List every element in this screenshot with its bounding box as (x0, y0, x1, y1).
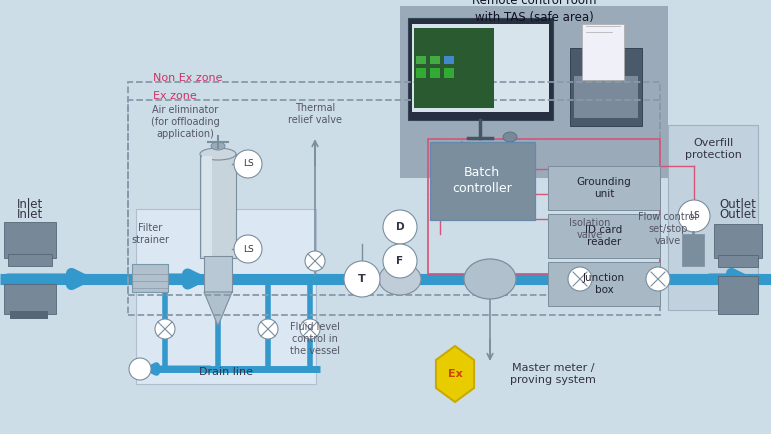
FancyBboxPatch shape (548, 214, 660, 258)
FancyBboxPatch shape (668, 125, 758, 310)
FancyBboxPatch shape (430, 68, 440, 78)
FancyBboxPatch shape (132, 264, 168, 292)
Text: T: T (358, 274, 366, 284)
FancyBboxPatch shape (416, 56, 426, 64)
FancyBboxPatch shape (416, 68, 426, 78)
Circle shape (568, 267, 592, 291)
Text: Outlet: Outlet (719, 207, 756, 220)
FancyBboxPatch shape (548, 262, 660, 306)
Text: LS: LS (243, 160, 254, 168)
FancyBboxPatch shape (444, 68, 454, 78)
FancyBboxPatch shape (582, 24, 624, 80)
Text: LS: LS (689, 211, 699, 220)
Text: Overfill
protection: Overfill protection (685, 138, 742, 160)
Ellipse shape (211, 142, 225, 150)
Circle shape (305, 251, 325, 271)
Circle shape (383, 244, 417, 278)
FancyBboxPatch shape (8, 254, 52, 266)
FancyBboxPatch shape (202, 156, 212, 256)
Polygon shape (436, 346, 474, 402)
Text: Filter
strainer: Filter strainer (131, 223, 169, 245)
Text: Batch
controller: Batch controller (452, 167, 512, 195)
Text: Junction
box: Junction box (583, 273, 625, 295)
Text: Inlet: Inlet (17, 207, 43, 220)
Text: Inlet: Inlet (17, 197, 43, 210)
Circle shape (383, 210, 417, 244)
Ellipse shape (464, 259, 516, 299)
Circle shape (129, 358, 151, 380)
Text: Isolation
valve: Isolation valve (569, 218, 611, 240)
FancyBboxPatch shape (718, 255, 758, 267)
Text: D: D (396, 222, 404, 232)
Circle shape (155, 319, 175, 339)
FancyBboxPatch shape (414, 28, 494, 108)
Polygon shape (204, 292, 232, 326)
Circle shape (678, 200, 710, 232)
Text: LS: LS (243, 244, 254, 253)
Ellipse shape (200, 148, 236, 160)
FancyBboxPatch shape (430, 56, 440, 64)
Text: Non Ex zone: Non Ex zone (153, 73, 223, 83)
Text: Remote control room
with TAS (safe area): Remote control room with TAS (safe area) (472, 0, 596, 23)
FancyBboxPatch shape (10, 311, 48, 319)
FancyBboxPatch shape (400, 6, 668, 178)
FancyBboxPatch shape (200, 154, 236, 258)
Text: Flow control
set/stop
valve: Flow control set/stop valve (638, 212, 698, 247)
Ellipse shape (379, 263, 421, 295)
FancyBboxPatch shape (204, 256, 232, 292)
FancyBboxPatch shape (430, 142, 535, 220)
FancyBboxPatch shape (412, 24, 549, 112)
Text: Thermal
relief valve: Thermal relief valve (288, 103, 342, 125)
Text: Fluid level
control in
the vessel: Fluid level control in the vessel (290, 322, 340, 356)
Text: Grounding
unit: Grounding unit (577, 177, 631, 199)
FancyBboxPatch shape (136, 209, 316, 384)
FancyBboxPatch shape (682, 234, 704, 266)
FancyBboxPatch shape (4, 284, 56, 314)
Text: Master meter /
proving system: Master meter / proving system (510, 363, 596, 385)
Text: Outlet: Outlet (719, 197, 756, 210)
FancyBboxPatch shape (548, 166, 660, 210)
Circle shape (234, 150, 262, 178)
Ellipse shape (503, 132, 517, 142)
FancyBboxPatch shape (718, 276, 758, 314)
Circle shape (646, 267, 670, 291)
Text: Ex: Ex (448, 369, 463, 379)
FancyBboxPatch shape (4, 222, 56, 258)
FancyBboxPatch shape (574, 76, 638, 118)
FancyBboxPatch shape (714, 224, 762, 258)
Circle shape (258, 319, 278, 339)
Circle shape (344, 261, 380, 297)
Text: Ex zone: Ex zone (153, 91, 197, 101)
FancyBboxPatch shape (408, 18, 553, 120)
Text: ID card
reader: ID card reader (585, 225, 623, 247)
Text: Drain line: Drain line (199, 367, 253, 377)
Text: Air eliminator
(for offloading
application): Air eliminator (for offloading applicati… (150, 105, 220, 139)
Circle shape (300, 319, 320, 339)
Circle shape (234, 235, 262, 263)
FancyBboxPatch shape (570, 48, 642, 126)
Text: F: F (396, 256, 403, 266)
FancyBboxPatch shape (444, 56, 454, 64)
